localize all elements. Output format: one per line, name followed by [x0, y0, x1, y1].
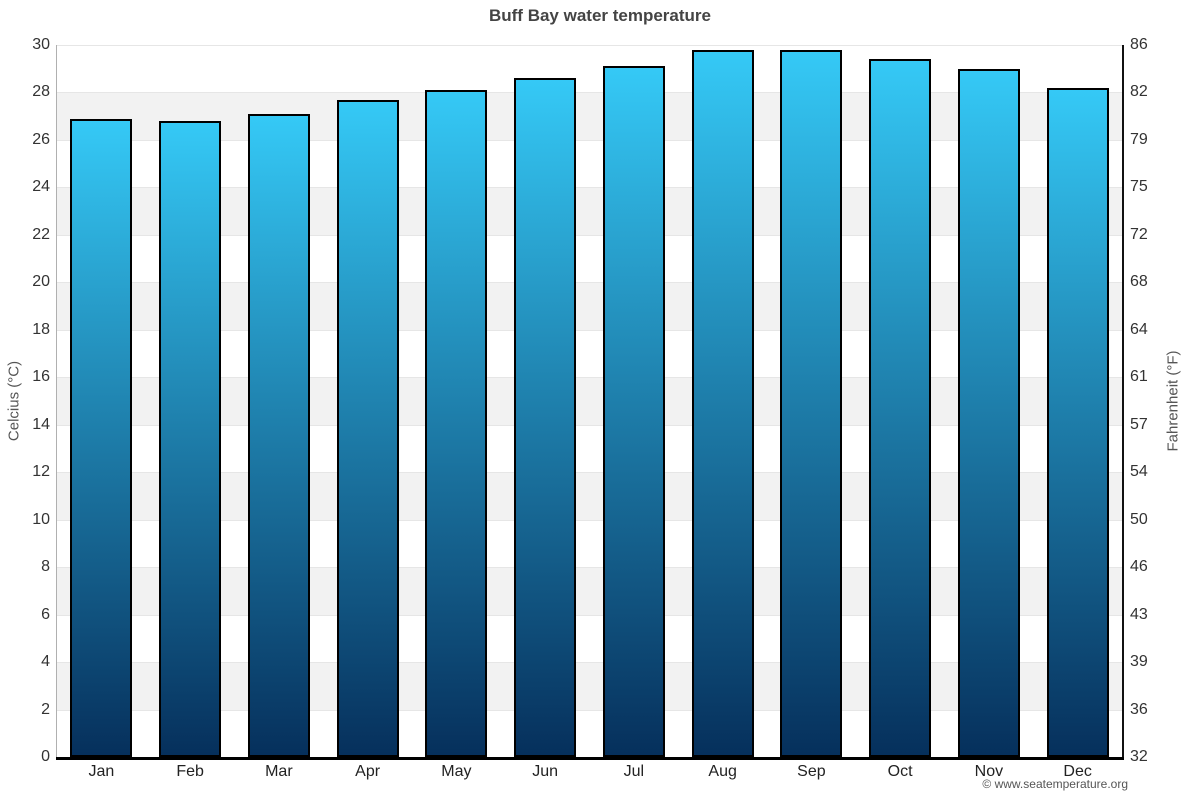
bar-may[interactable] [425, 90, 488, 757]
y-tick-label-fahrenheit-79: 79 [1130, 130, 1148, 148]
plot-area [57, 45, 1122, 758]
y-tick-label-fahrenheit-68: 68 [1130, 273, 1148, 291]
y-tick-label-celsius-6: 6 [41, 605, 50, 623]
grid-band [57, 519, 1122, 568]
y-tick-label-celsius-20: 20 [32, 273, 50, 291]
grid-band [57, 472, 1122, 521]
gridline [57, 45, 1122, 46]
bar-feb[interactable] [159, 120, 222, 757]
y-axis-title-fahrenheit-text: Fahrenheit (°F) [1164, 350, 1182, 452]
y-tick-label-fahrenheit-61: 61 [1130, 368, 1148, 386]
grid-band [57, 139, 1122, 188]
bar-nov[interactable] [957, 68, 1020, 757]
bar-jul[interactable] [602, 66, 665, 757]
y-tick-label-fahrenheit-50: 50 [1130, 510, 1148, 528]
y-axis-line-left [56, 45, 57, 757]
x-axis-line [56, 757, 1124, 760]
y-tick-label-celsius-0: 0 [41, 748, 50, 765]
grid-band [57, 709, 1122, 758]
bar-apr[interactable] [336, 99, 399, 757]
y-tick-label-fahrenheit-39: 39 [1130, 653, 1148, 671]
bar-oct[interactable] [869, 59, 932, 757]
gridline [57, 472, 1122, 474]
y-tick-label-fahrenheit-75: 75 [1130, 178, 1148, 196]
y-tick-label-fahrenheit-64: 64 [1130, 320, 1148, 338]
y-tick-label-fahrenheit-57: 57 [1130, 415, 1148, 433]
gridline [57, 567, 1122, 569]
bar-aug[interactable] [691, 49, 754, 757]
gridline [57, 92, 1122, 94]
x-tick-label-jan: Jan [88, 763, 115, 780]
gridline [57, 329, 1122, 331]
y-tick-label-celsius-24: 24 [32, 178, 50, 196]
y-tick-label-celsius-28: 28 [32, 83, 50, 101]
y-tick-label-celsius-16: 16 [32, 368, 50, 386]
bar-dec[interactable] [1046, 87, 1109, 757]
copyright-link[interactable]: © www.seatemperature.org [982, 777, 1128, 791]
x-tick-label-jul: Jul [623, 763, 645, 780]
grid-band [57, 329, 1122, 378]
x-tick-label-sep: Sep [797, 763, 826, 780]
grid-band [57, 567, 1122, 616]
y-axis-title-fahrenheit: Fahrenheit (°F) [1163, 45, 1183, 757]
y-tick-label-celsius-12: 12 [32, 463, 50, 481]
y-tick-label-celsius-4: 4 [41, 653, 50, 671]
y-tick-label-fahrenheit-43: 43 [1130, 605, 1148, 623]
grid-band [57, 45, 1122, 93]
y-axis-line-right [1122, 45, 1124, 759]
gridline [57, 139, 1122, 141]
y-tick-label-fahrenheit-46: 46 [1130, 558, 1148, 576]
y-tick-label-fahrenheit-32: 32 [1130, 748, 1148, 765]
gridline [57, 377, 1122, 379]
grid-band [57, 662, 1122, 711]
bar-jan[interactable] [70, 118, 133, 757]
x-tick-label-aug: Aug [708, 763, 737, 780]
bar-mar[interactable] [247, 113, 310, 757]
x-tick-label-oct: Oct [887, 763, 913, 780]
grid-band [57, 234, 1122, 283]
y-axis-title-celsius: Celcius (°C) [4, 45, 24, 757]
y-tick-label-celsius-14: 14 [32, 415, 50, 433]
grid-band [57, 187, 1122, 236]
bar-sep[interactable] [780, 49, 843, 757]
grid-band [57, 377, 1122, 426]
x-tick-label-apr: Apr [355, 763, 381, 780]
x-tick-label-may: May [441, 763, 472, 780]
x-tick-label-mar: Mar [265, 763, 293, 780]
y-tick-label-celsius-26: 26 [32, 130, 50, 148]
grid-band [57, 614, 1122, 663]
chart-title: Buff Bay water temperature [488, 6, 711, 25]
gridline [57, 662, 1122, 664]
gridline [57, 709, 1122, 711]
x-tick-label-feb: Feb [176, 763, 204, 780]
gridline [57, 424, 1122, 426]
x-tick-label-dec: Dec [1063, 763, 1092, 780]
y-tick-label-celsius-8: 8 [41, 558, 50, 576]
grid-band [57, 92, 1122, 141]
gridline [57, 519, 1122, 521]
y-tick-label-celsius-10: 10 [32, 510, 50, 528]
gridline [57, 282, 1122, 284]
y-tick-label-celsius-18: 18 [32, 320, 50, 338]
gridline [57, 614, 1122, 616]
y-tick-label-fahrenheit-82: 82 [1130, 83, 1148, 101]
x-tick-label-nov: Nov [974, 763, 1004, 780]
grid-band [57, 282, 1122, 331]
y-tick-label-fahrenheit-86: 86 [1130, 36, 1148, 53]
y-tick-label-fahrenheit-36: 36 [1130, 700, 1148, 718]
y-tick-label-fahrenheit-72: 72 [1130, 225, 1148, 243]
grid-band [57, 424, 1122, 473]
y-tick-label-celsius-2: 2 [41, 700, 50, 718]
gridline [57, 234, 1122, 236]
gridline [57, 187, 1122, 189]
y-tick-label-celsius-22: 22 [32, 225, 50, 243]
y-tick-label-fahrenheit-54: 54 [1130, 463, 1148, 481]
x-tick-label-jun: Jun [532, 763, 559, 780]
y-tick-label-celsius-30: 30 [32, 36, 50, 53]
bar-jun[interactable] [514, 78, 577, 757]
